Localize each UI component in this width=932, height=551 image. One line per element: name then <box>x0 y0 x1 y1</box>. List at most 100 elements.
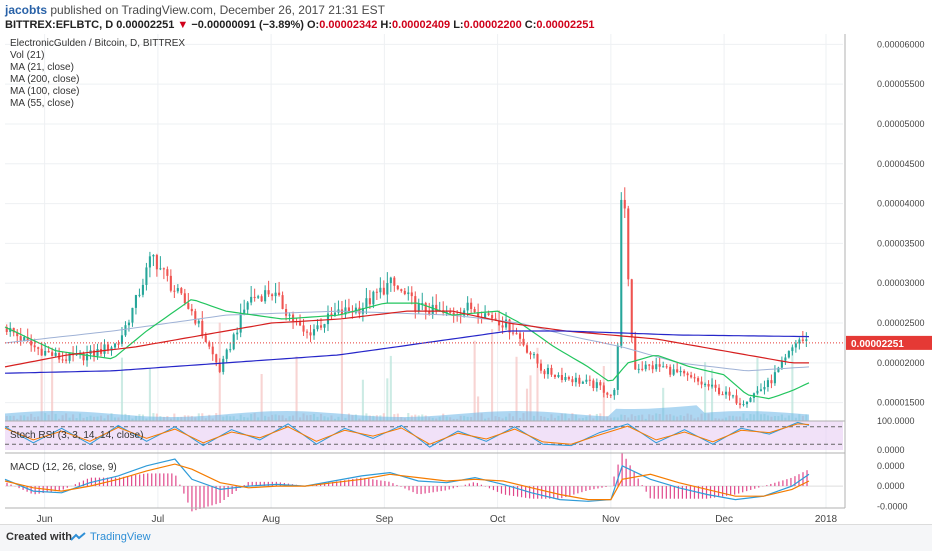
y-tick-label: 0.00004500 <box>877 159 925 169</box>
candle-body <box>187 303 190 309</box>
candles <box>5 187 808 409</box>
candle-body <box>326 313 330 325</box>
stoch-rsi-pane <box>4 421 843 448</box>
candle-body <box>658 364 661 367</box>
candle-body <box>271 294 274 297</box>
candle-body <box>44 350 47 356</box>
candle-body <box>340 309 343 315</box>
candle-body <box>138 294 141 296</box>
y-tick-label: 0.00002000 <box>877 358 925 368</box>
candle-body <box>232 334 235 350</box>
candle-body <box>152 255 155 257</box>
chart-svg[interactable]: Jun Jul Aug Sep Oct Nov Dec 2018 0.00006000 0.000… <box>0 34 932 525</box>
candle-body <box>637 368 640 370</box>
candle-body <box>410 292 413 297</box>
candle-body <box>54 352 57 356</box>
candle-body <box>166 269 169 276</box>
candle-body <box>683 370 686 374</box>
author-link[interactable]: jacobts <box>5 3 48 17</box>
candle-body <box>173 290 176 292</box>
candle-body <box>609 394 612 396</box>
candle-body <box>501 325 504 328</box>
candle-body <box>368 298 371 305</box>
candle-body <box>498 320 501 326</box>
ma100-line <box>4 310 809 368</box>
candle-body <box>505 319 508 328</box>
candle-body <box>393 277 396 286</box>
candle-body <box>728 391 731 396</box>
candle-body <box>26 337 29 341</box>
candle-body <box>756 390 759 394</box>
candle-body <box>82 352 85 361</box>
candle-body <box>466 302 469 311</box>
x-tick-label: Oct <box>490 514 506 524</box>
x-tick-label: Dec <box>715 514 733 524</box>
candle-body <box>700 381 703 385</box>
candle-body <box>250 296 253 303</box>
legend-ma100: MA (100, close) <box>10 86 79 97</box>
candle-body <box>103 344 106 354</box>
down-arrow-icon: ▼ <box>177 19 189 31</box>
candle-body <box>96 348 99 356</box>
candle-body <box>33 345 36 348</box>
y-tick-label: 0.00006000 <box>877 39 925 49</box>
candle-body <box>711 384 714 387</box>
tradingview-logo-icon <box>70 532 86 541</box>
candle-body <box>379 287 382 293</box>
candle-body <box>51 352 54 356</box>
volume-bar <box>120 357 124 421</box>
candle-body <box>473 309 476 313</box>
candle-body <box>194 311 197 324</box>
candle-body <box>777 367 780 373</box>
candle-body <box>361 308 364 314</box>
candle-body <box>770 380 773 384</box>
stoch-y-tick: 0.0000 <box>877 445 905 455</box>
candle-body <box>714 384 717 388</box>
candle-body <box>470 302 473 310</box>
candle-body <box>697 378 700 382</box>
candle-body <box>260 296 263 302</box>
open-value: 0.00002342 <box>319 19 378 31</box>
candle-body <box>23 337 26 341</box>
candle-body <box>651 365 654 370</box>
volume-bar <box>477 396 480 421</box>
last-price-tag <box>846 335 932 350</box>
candle-body <box>665 366 668 368</box>
candle-body <box>323 324 326 328</box>
volume-bar <box>361 379 364 421</box>
legend-vol: Vol (21) <box>10 50 44 61</box>
chart-area[interactable]: Jun Jul Aug Sep Oct Nov Dec 2018 0.00006000 0.000… <box>0 34 932 525</box>
volume-bar <box>536 347 539 421</box>
last-price-tag-label: 0.00002251 <box>851 339 904 350</box>
candle-body <box>382 287 385 295</box>
candle-body <box>574 377 577 383</box>
candle-body <box>693 377 696 379</box>
candle-body <box>5 327 8 332</box>
tradingview-brand[interactable]: TradingView <box>90 531 151 543</box>
candle-body <box>491 315 494 319</box>
candle-body <box>522 338 525 346</box>
publish-line: jacobts published on TradingView.com, De… <box>5 3 385 17</box>
candle-body <box>794 343 797 348</box>
candle-body <box>805 339 808 341</box>
candle-body <box>267 290 270 295</box>
candle-body <box>529 352 532 355</box>
candle-body <box>536 354 539 364</box>
candle-body <box>613 389 616 396</box>
volume-bars <box>5 319 810 421</box>
candle-body <box>229 349 232 351</box>
candle-body <box>281 295 284 309</box>
volume-bar <box>295 356 298 421</box>
candle-body <box>679 370 682 373</box>
candle-body <box>553 374 556 377</box>
candle-body <box>68 352 71 361</box>
candle-body <box>396 285 399 290</box>
last-price: 0.00002251 <box>116 19 175 31</box>
y-tick-label: 0.00003000 <box>877 278 925 288</box>
moving-averages <box>4 299 810 400</box>
candle-body <box>435 304 438 311</box>
legend-ma200: MA (200, close) <box>10 74 79 85</box>
candle-body <box>557 374 560 377</box>
candle-body <box>386 283 389 295</box>
candle-body <box>571 379 574 383</box>
